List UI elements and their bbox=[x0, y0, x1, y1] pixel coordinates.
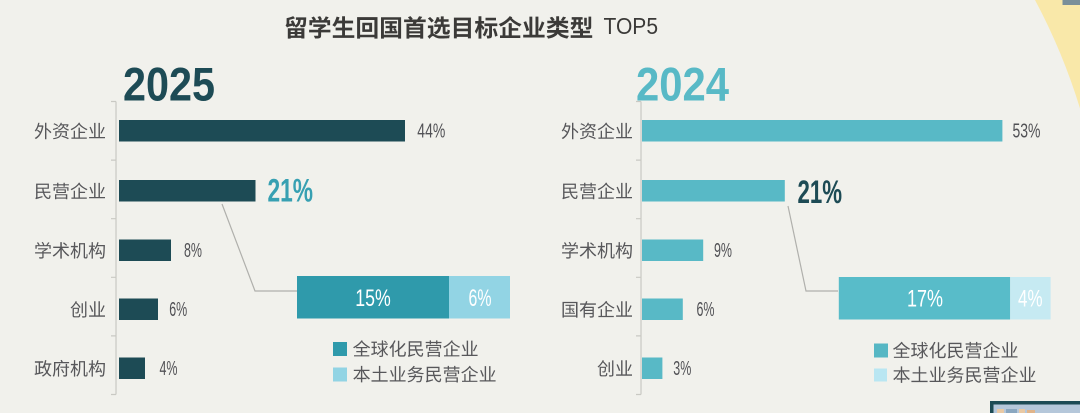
svg-text:44%: 44% bbox=[417, 121, 445, 143]
svg-text:6%: 6% bbox=[169, 299, 187, 321]
svg-text:21%: 21% bbox=[798, 174, 843, 210]
svg-text:4%: 4% bbox=[160, 358, 178, 380]
svg-text:2024: 2024 bbox=[636, 58, 729, 111]
svg-text:6%: 6% bbox=[469, 285, 492, 312]
svg-text:8%: 8% bbox=[184, 240, 202, 262]
svg-text:3%: 3% bbox=[673, 358, 691, 380]
svg-text:TOP5: TOP5 bbox=[604, 13, 659, 39]
svg-text:53%: 53% bbox=[1013, 121, 1041, 143]
svg-text:9%: 9% bbox=[714, 240, 732, 262]
svg-text:2025: 2025 bbox=[123, 58, 215, 111]
svg-text:21%: 21% bbox=[268, 172, 314, 208]
svg-text:15%: 15% bbox=[355, 285, 391, 312]
svg-text:6%: 6% bbox=[697, 299, 715, 321]
svg-text:4%: 4% bbox=[1018, 286, 1043, 313]
svg-text:17%: 17% bbox=[907, 286, 943, 313]
